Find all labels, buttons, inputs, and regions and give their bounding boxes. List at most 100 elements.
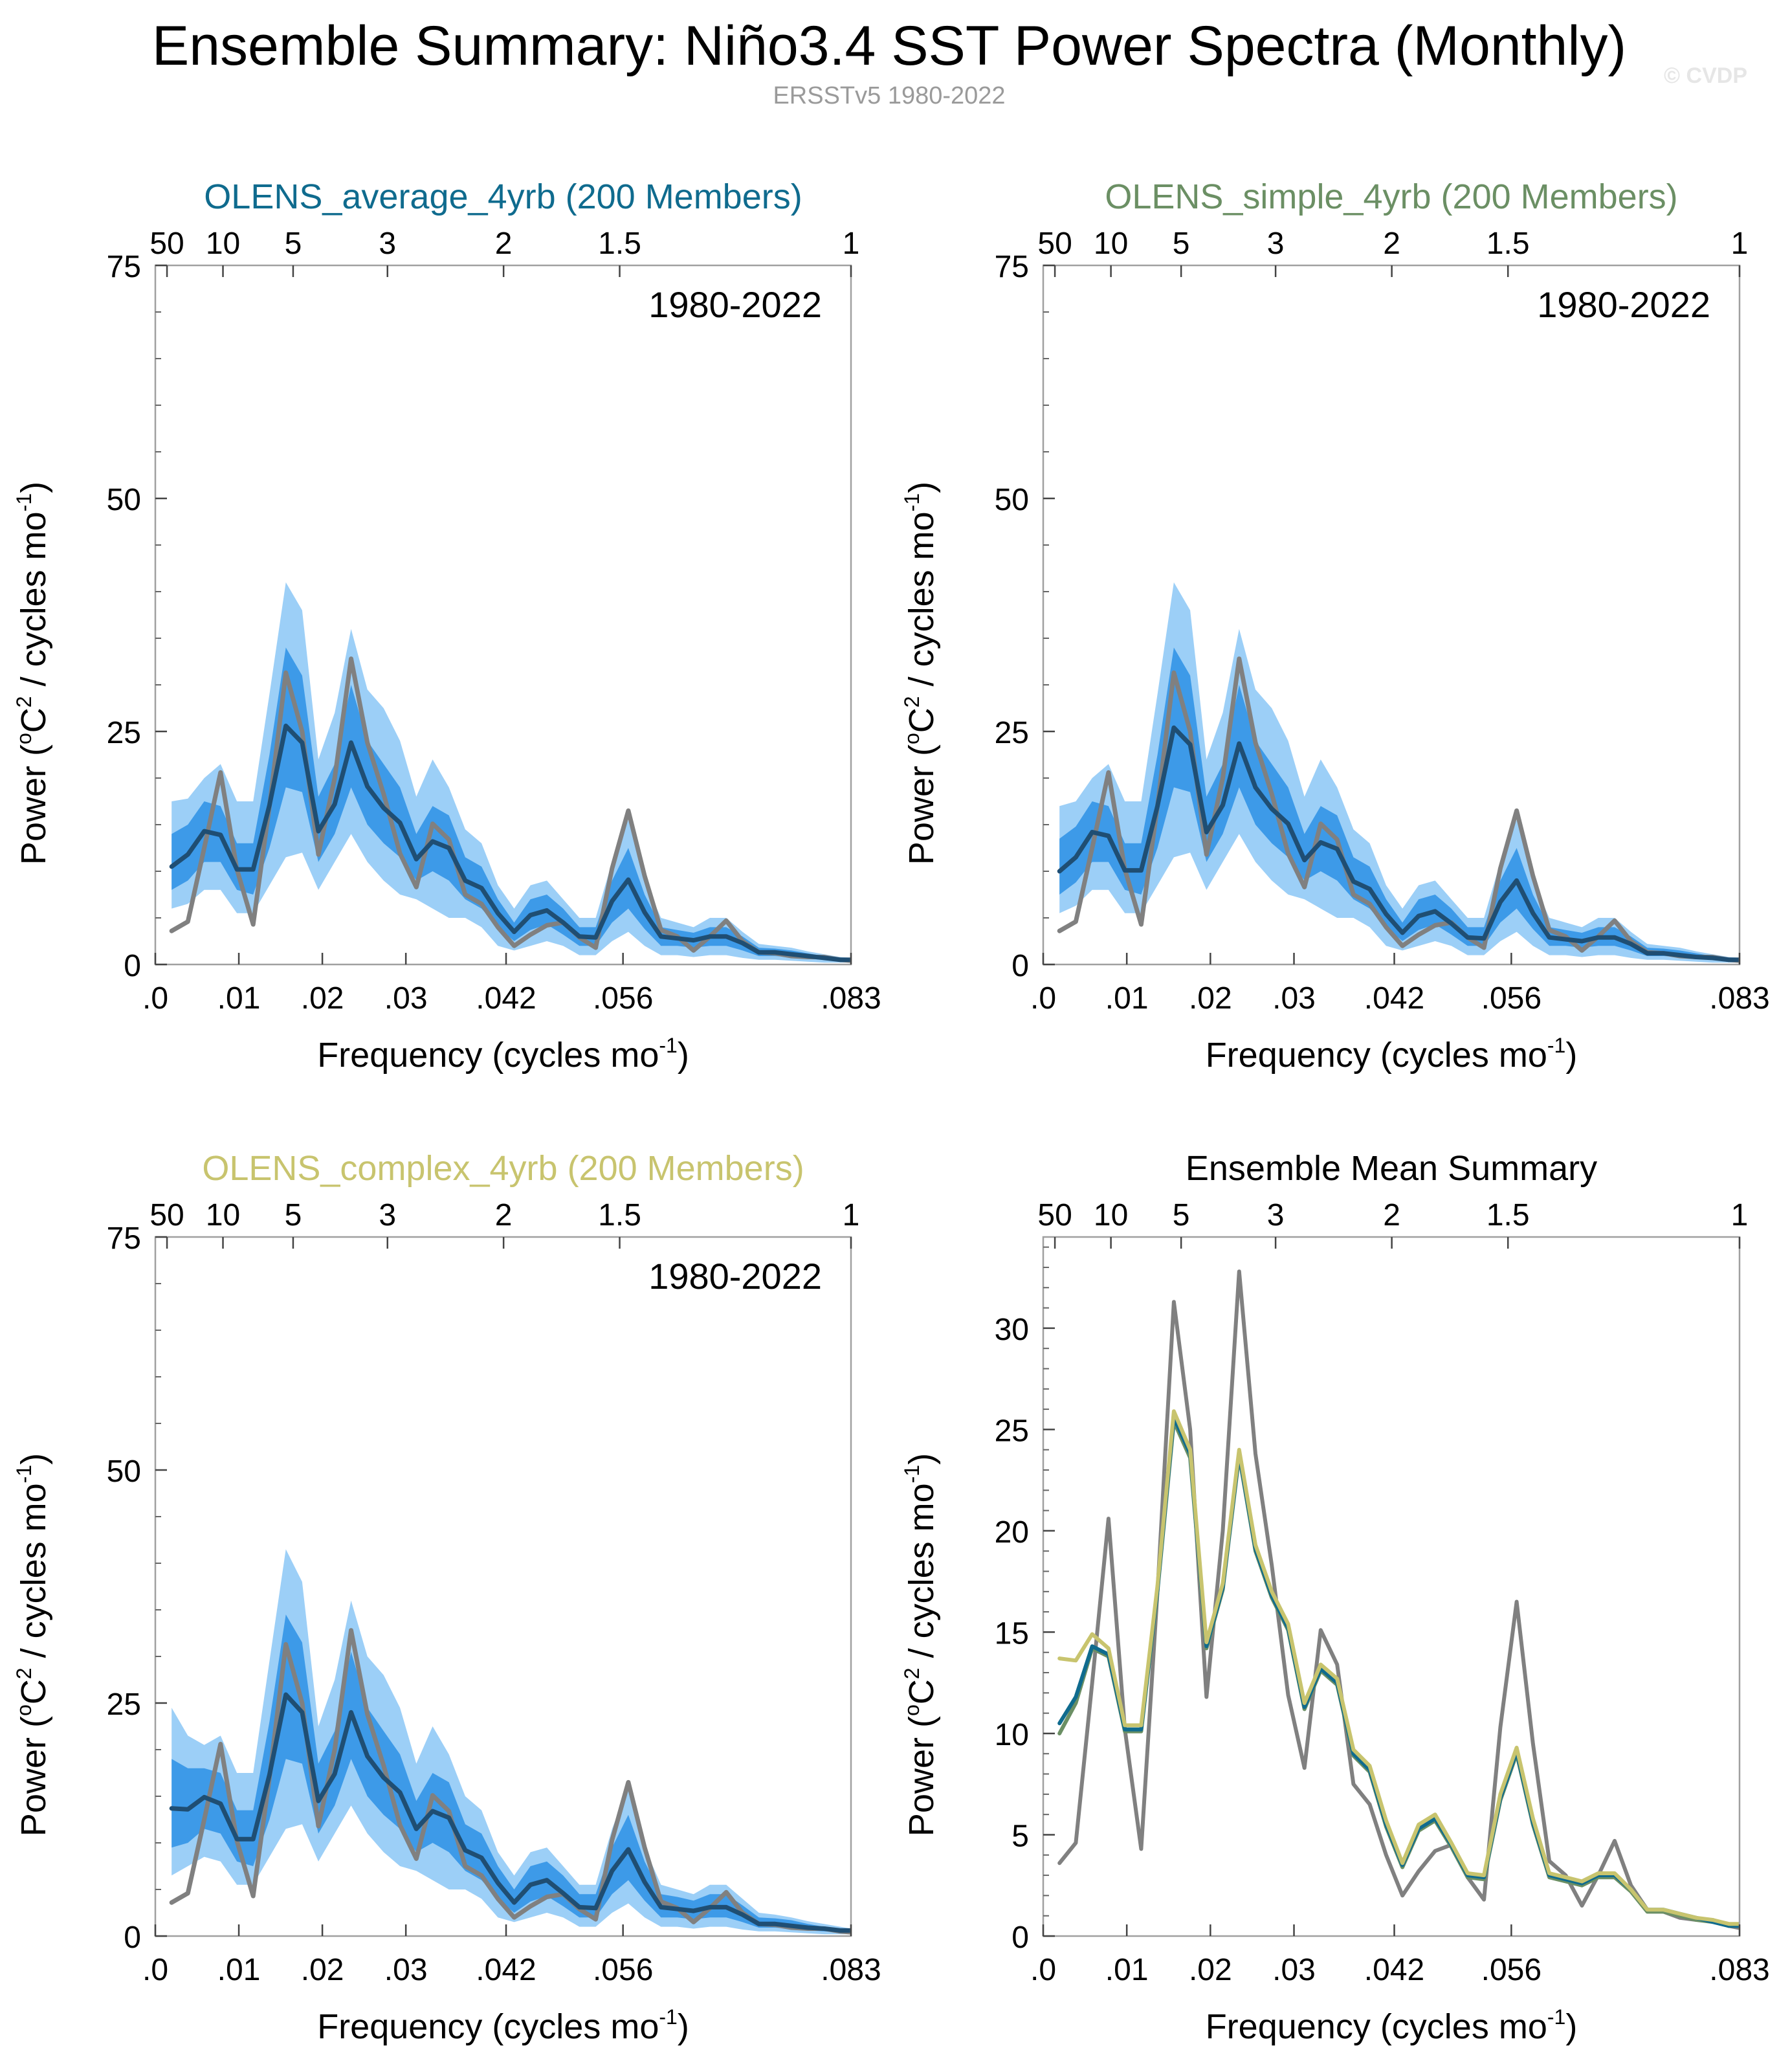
x-tick-label: .0 [1030, 1953, 1056, 1987]
y-axis-label: Power (oC2 / cycles mo-1) [900, 482, 941, 865]
y-tick-label: 50 [107, 483, 141, 517]
x-axis: .0 .01 .02 .03 .042 .056 .083 [142, 953, 881, 1016]
spread-band-inner [171, 1614, 851, 1933]
x-axis-label: Frequency (cycles mo-1) [317, 1034, 689, 1075]
x-axis-label: Frequency (cycles mo-1) [1206, 1034, 1578, 1075]
x-tick-label: .042 [476, 981, 536, 1016]
y-label-unit: C [902, 1679, 941, 1704]
y-label-superscript: -1 [12, 1465, 36, 1483]
y-tick-label: 0 [124, 1921, 141, 1955]
x-tick-label: .03 [384, 981, 428, 1016]
period-tick-label: 2 [495, 227, 513, 261]
x-label-text: Frequency (cycles mo [1206, 1036, 1547, 1075]
period-axis: 50 10 5 3 2 1.5 1 [149, 1198, 859, 1249]
y-tick-label: 15 [995, 1616, 1029, 1651]
series-line-ersstv5 [1057, 656, 1740, 963]
period-tick-label: 3 [1267, 1198, 1285, 1232]
series-line-ersstv5 [1057, 1269, 1740, 1930]
y-label-unit: C [902, 707, 941, 733]
x-tick-label: .083 [1709, 981, 1769, 1016]
period-axis: 50 10 5 3 2 1.5 1 [1037, 227, 1748, 277]
y-label-superscript: -1 [12, 493, 36, 511]
x-tick-label: .083 [1709, 1953, 1769, 1987]
y-tick-label: 10 [995, 1718, 1029, 1752]
period-annotation: 1980-2022 [648, 1256, 822, 1297]
period-tick-label: 3 [379, 227, 396, 261]
x-axis: .0 .01 .02 .03 .042 .056 .083 [1030, 953, 1770, 1016]
y-label-squared: 2 [12, 696, 36, 707]
figure-title: Ensemble Summary: Niño3.4 SST Power Spec… [152, 15, 1626, 77]
y-label-text: Power ( [14, 1716, 53, 1836]
y-tick-label: 50 [107, 1454, 141, 1489]
x-label-close: ) [678, 1036, 689, 1075]
period-tick-label: 1 [843, 227, 860, 261]
period-tick-label: 1.5 [598, 227, 641, 261]
y-tick-label: 75 [107, 250, 141, 284]
y-label-text: Power ( [14, 744, 53, 865]
y-label-close: ) [14, 1453, 53, 1465]
y-label-text-mid: / cycles mo [902, 511, 941, 696]
x-tick-label: .03 [1272, 1953, 1316, 1987]
x-tick-label: .03 [1272, 981, 1316, 1016]
y-tick-label: 0 [1011, 949, 1029, 983]
y-tick-label: 5 [1011, 1819, 1029, 1853]
y-axis: 0 25 50 75 [107, 1221, 167, 1955]
x-tick-label: .056 [593, 981, 653, 1016]
y-label-text-mid: / cycles mo [14, 1483, 53, 1667]
x-label-text: Frequency (cycles mo [1206, 2007, 1547, 2046]
panel-title: OLENS_complex_4yrb (200 Members) [202, 1149, 804, 1188]
period-tick-label: 50 [1037, 1198, 1072, 1232]
x-tick-label: .01 [217, 1953, 261, 1987]
y-label-degree: o [12, 733, 36, 744]
y-label-text: Power ( [902, 1716, 941, 1836]
period-tick-label: 3 [1267, 227, 1285, 261]
y-tick-label: 0 [124, 949, 141, 983]
x-tick-label: .03 [384, 1953, 428, 1987]
panel-title: Ensemble Mean Summary [1186, 1149, 1597, 1188]
x-tick-label: .0 [142, 981, 168, 1016]
period-tick-label: 2 [1383, 1198, 1400, 1232]
period-annotation: 1980-2022 [1537, 284, 1710, 325]
period-tick-label: 1 [843, 1198, 860, 1232]
y-label-superscript: -1 [900, 1465, 923, 1483]
x-label-superscript: -1 [1547, 2005, 1565, 2029]
y-label-unit: C [14, 1679, 53, 1704]
y-axis-label: Power (oC2 / cycles mo-1) [900, 1453, 941, 1836]
x-label-text: Frequency (cycles mo [317, 1036, 659, 1075]
period-tick-label: 10 [206, 227, 240, 261]
x-tick-label: .056 [593, 1953, 653, 1987]
y-tick-label: 30 [995, 1313, 1029, 1347]
y-tick-label: 25 [995, 1414, 1029, 1448]
y-label-text: Power ( [902, 744, 941, 865]
x-tick-label: .056 [1481, 981, 1541, 1016]
x-tick-label: .042 [476, 1953, 536, 1987]
x-axis-label: Frequency (cycles mo-1) [317, 2005, 689, 2046]
period-tick-label: 5 [285, 1198, 302, 1232]
x-axis-label: Frequency (cycles mo-1) [1206, 2005, 1578, 2046]
plot-area [169, 582, 851, 963]
x-axis: .0 .01 .02 .03 .042 .056 .083 [1030, 1924, 1770, 1987]
period-tick-label: 5 [285, 227, 302, 261]
period-tick-label: 10 [1094, 227, 1128, 261]
x-label-close: ) [678, 2007, 689, 2046]
y-axis: 0 25 50 75 [107, 250, 167, 983]
x-label-close: ) [1565, 2007, 1577, 2046]
x-label-close: ) [1565, 1036, 1577, 1075]
y-tick-label: 75 [107, 1221, 141, 1256]
series-line-olens-simple-4yrb [1057, 725, 1740, 963]
series-line-olens-complex-4yrb [1057, 1409, 1740, 1926]
period-tick-label: 1.5 [1486, 1198, 1530, 1232]
y-label-degree: o [900, 1704, 923, 1716]
plot-area [169, 1549, 851, 1935]
y-axis: 0 5 10 15 20 25 30 [995, 1246, 1055, 1955]
series-line-olens-complex-4yrb [169, 1692, 851, 1933]
period-tick-label: 2 [1383, 227, 1400, 261]
x-tick-label: .042 [1364, 1953, 1424, 1987]
figure-subtitle: ERSSTv5 1980-2022 [773, 82, 1005, 109]
period-tick-label: 1 [1731, 227, 1749, 261]
x-tick-label: .0 [1030, 981, 1056, 1016]
period-tick-label: 10 [1094, 1198, 1128, 1232]
